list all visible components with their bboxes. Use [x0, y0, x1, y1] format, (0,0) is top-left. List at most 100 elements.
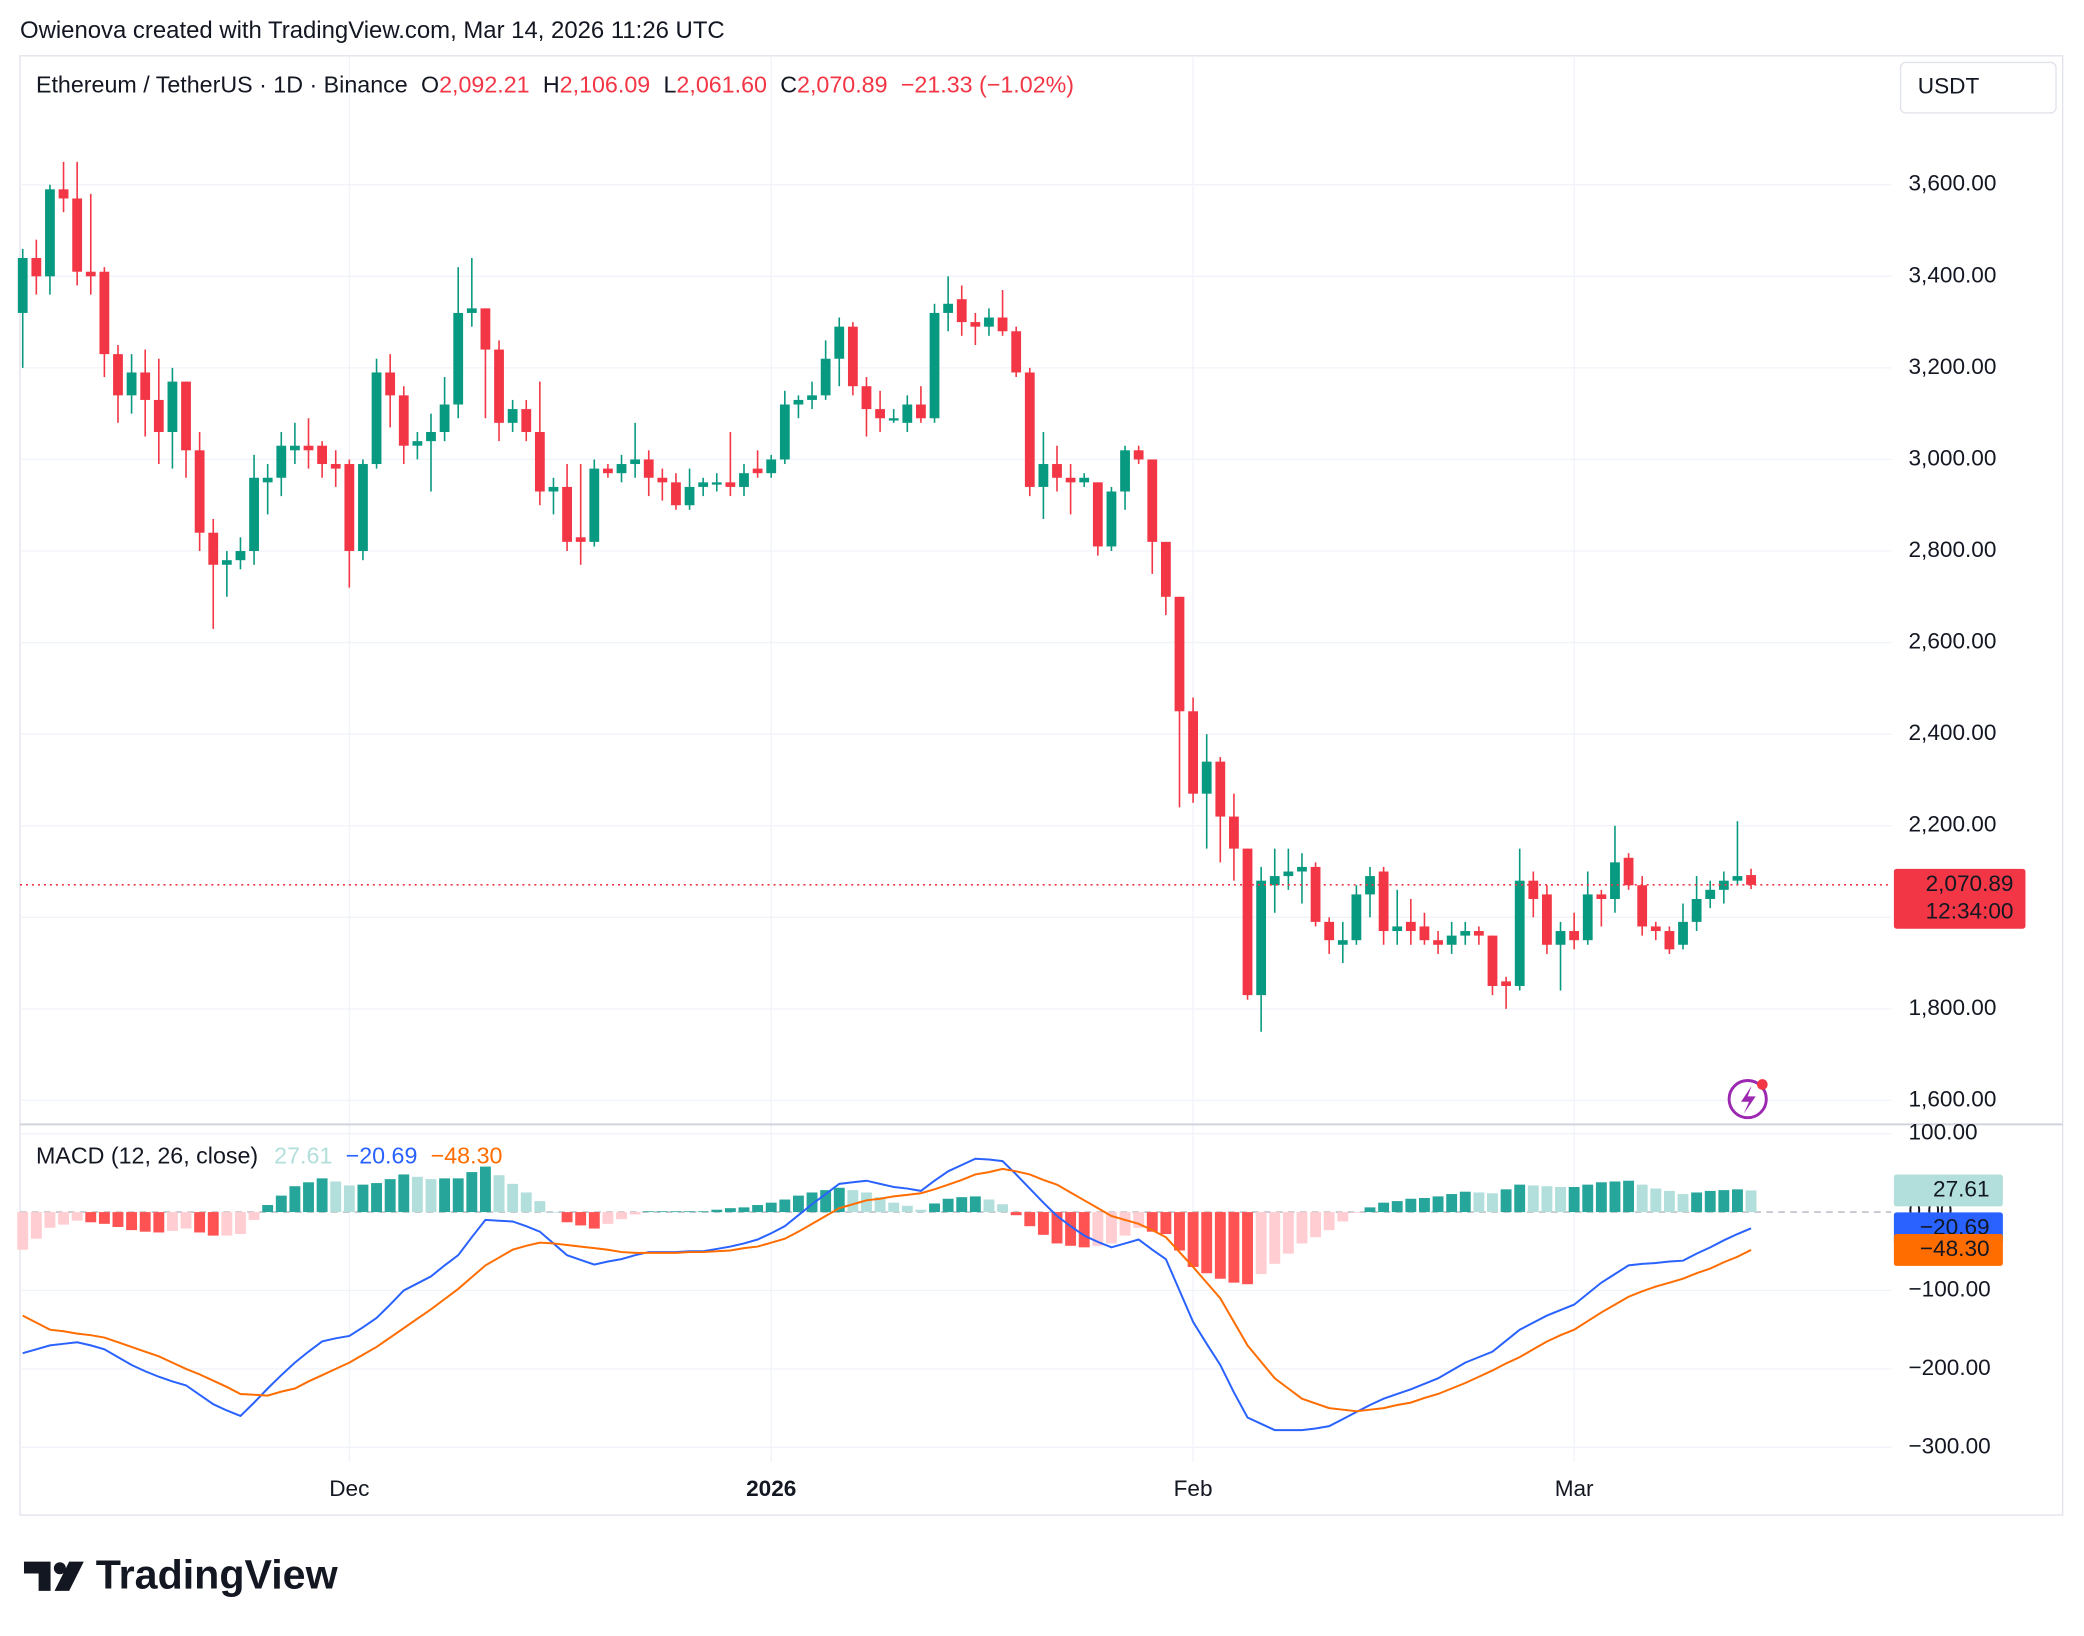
alert-icon[interactable] [1727, 1079, 1768, 1120]
ohlc-name: O [421, 72, 439, 98]
macd-legend: MACD (12, 26, close) 27.61 −20.69 −48.30 [36, 1143, 503, 1169]
candle-body [902, 404, 913, 423]
histogram-bar [1133, 1212, 1145, 1228]
y-tick-label: 3,400.00 [1909, 262, 1997, 287]
histogram-bar [411, 1176, 423, 1213]
x-tick-label: Feb [1174, 1476, 1213, 1501]
candle-body [970, 322, 981, 327]
candle-body [113, 354, 123, 396]
histogram-tag [1893, 1174, 2003, 1207]
grid [19, 55, 1892, 1462]
price-tag [1893, 868, 2026, 929]
histogram-bar [1364, 1207, 1376, 1213]
candle-body [99, 271, 110, 355]
histogram-bar [1718, 1190, 1730, 1213]
logo-part [53, 1562, 66, 1575]
candle-body [1678, 921, 1688, 945]
histogram-bar [520, 1192, 532, 1213]
candle-body [1351, 894, 1362, 941]
histogram-bar [942, 1198, 954, 1213]
histogram-bar [17, 1212, 29, 1250]
histogram-bar [1024, 1212, 1036, 1227]
histogram-bar [1160, 1212, 1172, 1235]
x-tick-label: Mar [1555, 1476, 1594, 1501]
candle-body [371, 372, 382, 465]
histogram-bar [929, 1203, 940, 1213]
candle-body [126, 372, 137, 396]
ohlc-name: L [663, 72, 676, 98]
histogram-bar [833, 1187, 845, 1213]
candle-body [1596, 894, 1607, 899]
histogram-bar [1595, 1182, 1607, 1213]
histogram-bar [1473, 1192, 1485, 1213]
candle-body [861, 386, 872, 410]
candle-body [1623, 857, 1634, 886]
histogram-bar [534, 1201, 546, 1213]
y-tick-label: 1,800.00 [1909, 995, 1997, 1020]
ohlc-value: 2,106.09 [560, 72, 651, 98]
ohlc-value: 2,070.89 [797, 72, 888, 98]
histogram-bar [792, 1195, 804, 1213]
candle-body [1514, 880, 1525, 986]
labels: Dec2026FebMar1,600.001,800.002,000.002,2… [329, 171, 2026, 1501]
candle-body [1147, 459, 1158, 542]
histogram-bar [71, 1212, 83, 1221]
histogram-bar [1350, 1212, 1362, 1213]
candle-body [1555, 931, 1566, 945]
currency-box[interactable] [1899, 61, 2057, 114]
histogram-bar [1201, 1212, 1213, 1274]
histogram-bar [126, 1212, 138, 1231]
histogram-bar [820, 1190, 832, 1213]
candle-body [1215, 761, 1226, 817]
histogram-bar [507, 1183, 519, 1213]
signal-value: −48.30 [431, 1143, 503, 1169]
histogram-bar [466, 1172, 478, 1213]
histogram-bar [1514, 1184, 1526, 1213]
y-tick-label: 2,200.00 [1909, 812, 1997, 837]
alert-bolt[interactable] [1741, 1085, 1756, 1114]
candle-body [984, 317, 994, 327]
candle-body [453, 312, 464, 405]
histogram-bar [1732, 1189, 1743, 1213]
candle-body [711, 482, 722, 485]
candle-body [194, 450, 205, 533]
histogram-bar [738, 1207, 750, 1213]
candle-body [997, 317, 1008, 332]
candle-body [58, 189, 69, 199]
histogram-bar [656, 1211, 668, 1213]
candle-body [807, 395, 817, 400]
histogram-bar [629, 1212, 641, 1215]
histogram-bar [1187, 1212, 1199, 1267]
histogram-bar [1650, 1188, 1662, 1213]
logo-part [54, 1561, 84, 1591]
ohlc-value: 2,061.60 [676, 72, 767, 98]
candle-body [1133, 450, 1144, 460]
candle-body [1650, 926, 1661, 932]
histogram-bar [1078, 1212, 1090, 1248]
change: −21.33 (−1.02%) [901, 72, 1074, 98]
histogram-bar [207, 1212, 219, 1236]
histogram-bar [765, 1202, 777, 1213]
candle-body [290, 445, 300, 451]
candle-body [575, 537, 586, 542]
histogram-bar [1037, 1212, 1049, 1235]
candle-body [1269, 876, 1280, 886]
candle-body [1691, 898, 1702, 922]
candle-body [330, 464, 341, 469]
candle-body [616, 464, 627, 474]
y-tick-label: 1,600.00 [1909, 1086, 1997, 1111]
histogram-bar [343, 1185, 355, 1213]
candle-body [698, 482, 709, 487]
histogram-bar [861, 1192, 872, 1213]
candle-body [1664, 931, 1675, 950]
histogram-bar [1282, 1212, 1294, 1254]
histogram-bar [439, 1178, 451, 1213]
histogram-bar [1255, 1212, 1267, 1275]
macd-line [22, 1157, 1752, 1432]
currency[interactable]: USDT [1918, 74, 1980, 99]
candle-body [181, 381, 191, 451]
alert-dot[interactable] [1757, 1079, 1768, 1090]
histogram-bar [1691, 1192, 1703, 1213]
countdown: 12:34:00 [1926, 899, 2014, 924]
